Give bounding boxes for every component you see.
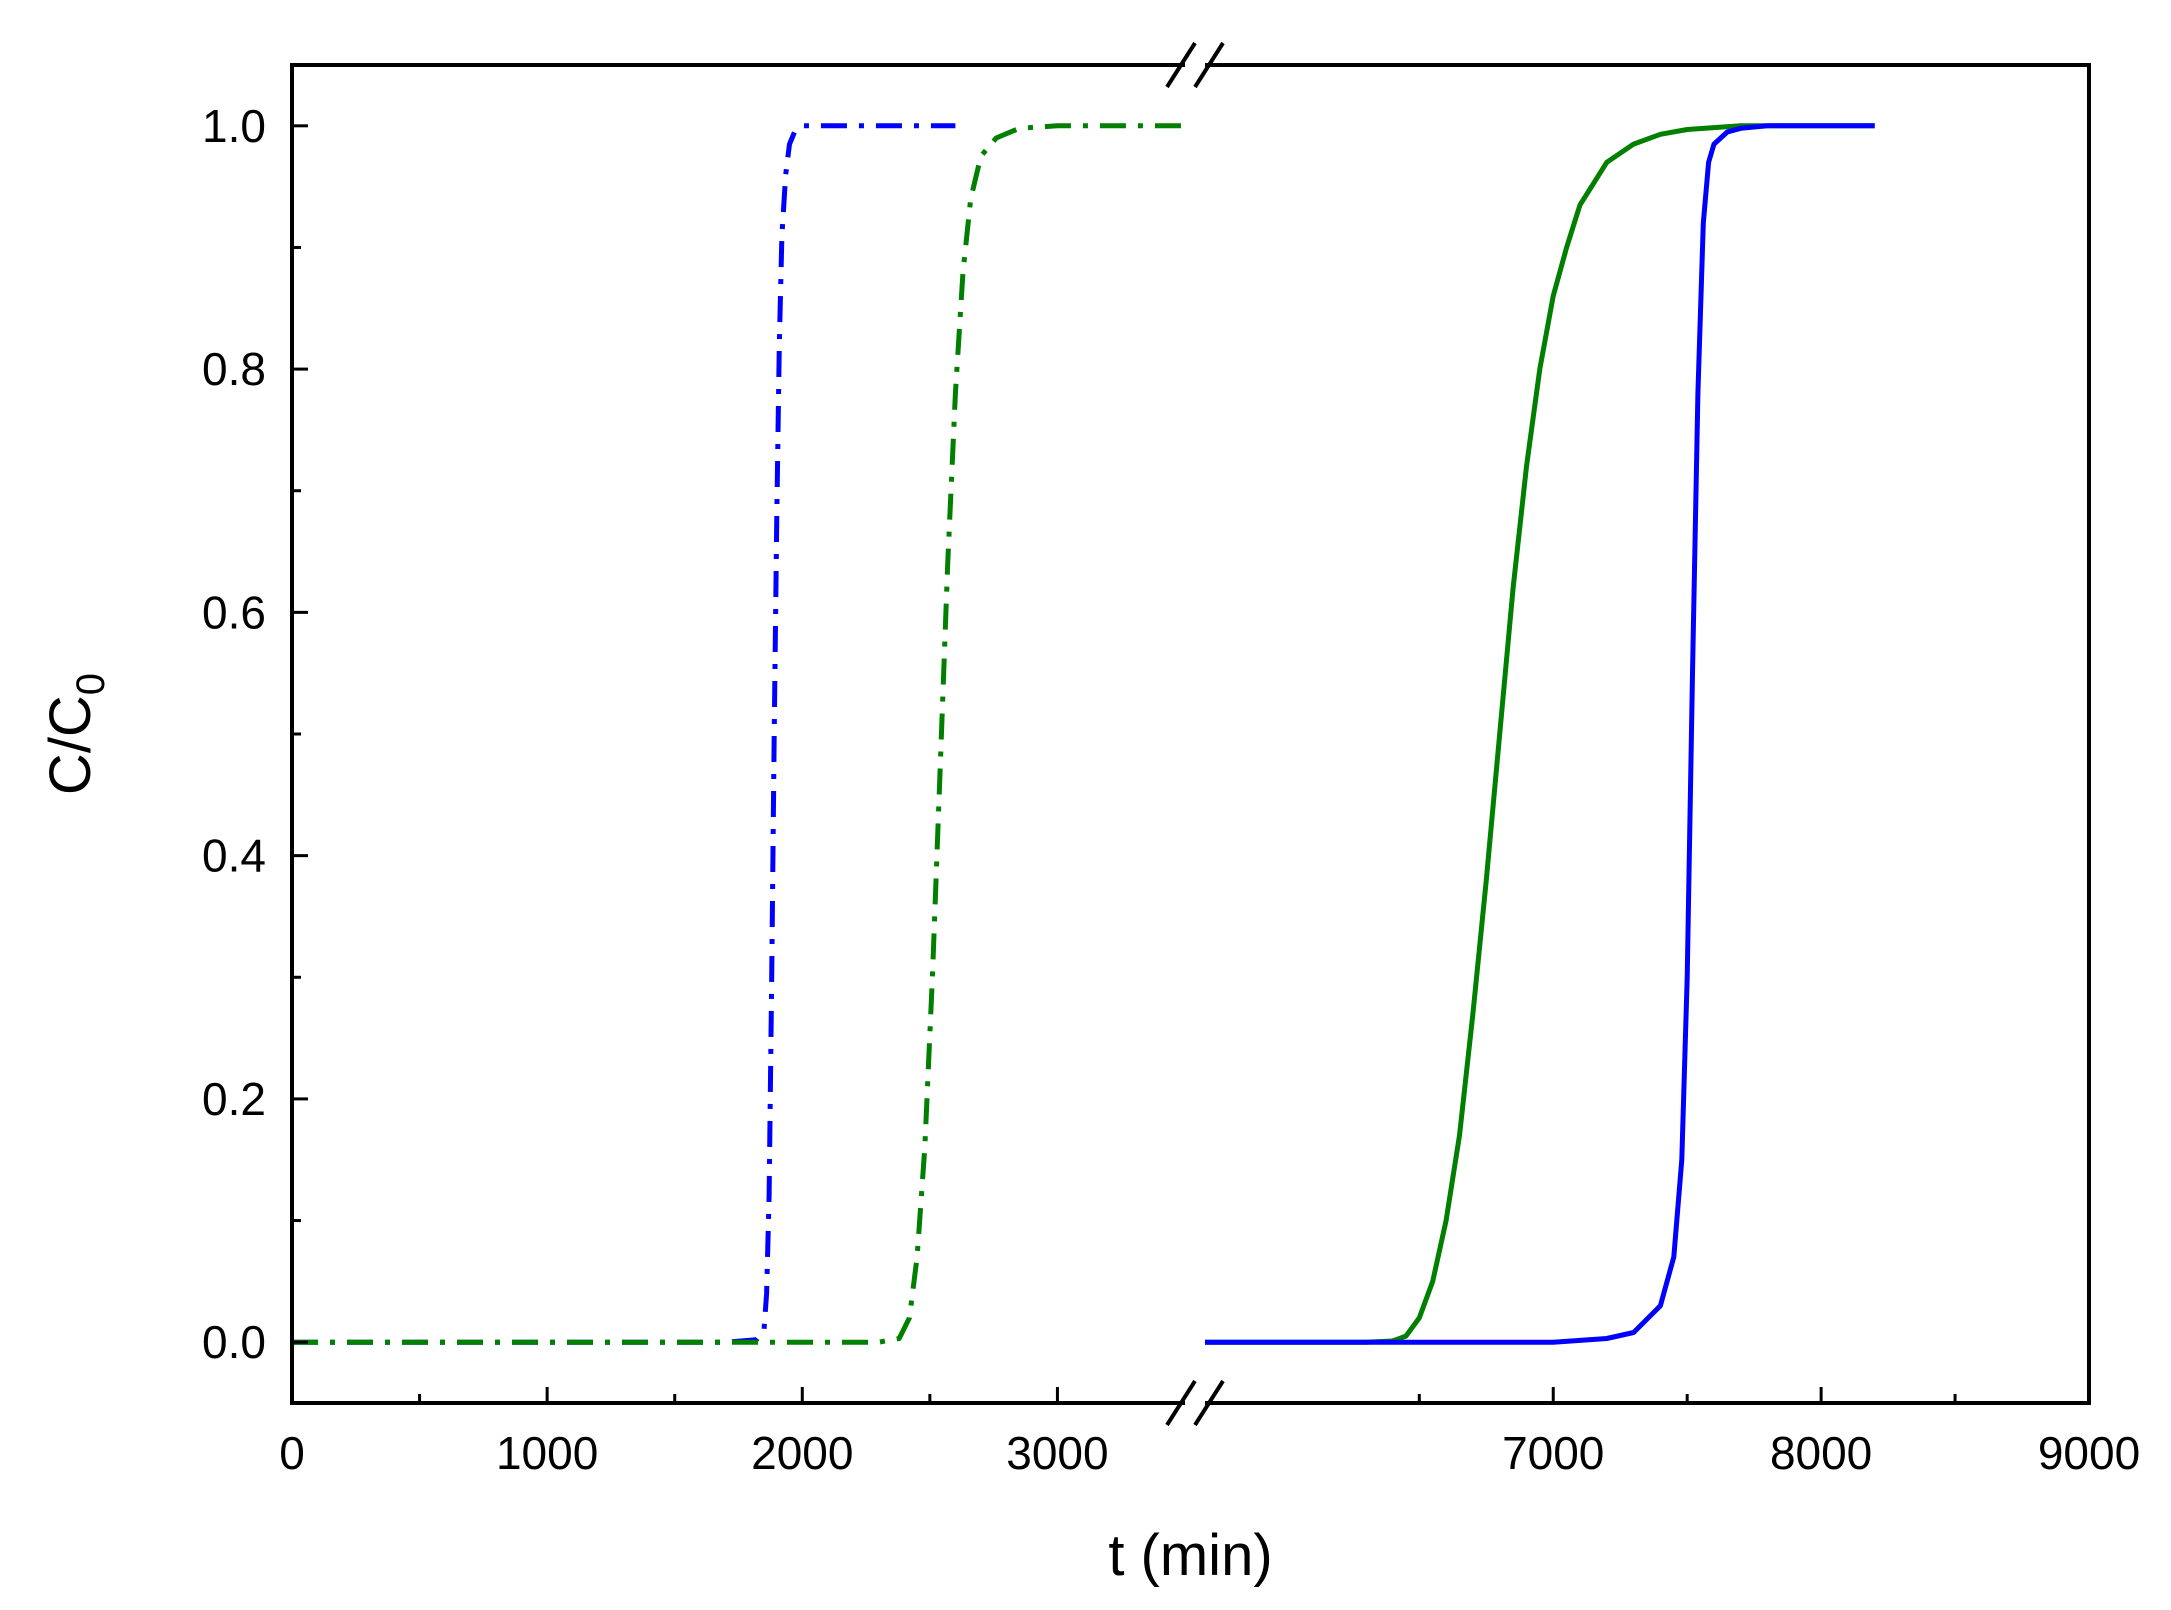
x-tick-label: 2000 xyxy=(751,1427,853,1479)
series-line-4 xyxy=(1205,123,1875,1345)
y-tick-label: 1.0 xyxy=(202,100,266,152)
ticks-layer xyxy=(290,124,2091,1403)
axis-break-mark xyxy=(1165,1379,1197,1427)
axis-break-mark xyxy=(1193,41,1225,89)
series-line-3 xyxy=(1205,123,1875,1345)
x-tick-label: 3000 xyxy=(1006,1427,1108,1479)
y-tick-label: 0.6 xyxy=(202,586,266,638)
x-tick-label: 0 xyxy=(279,1427,305,1479)
x-tick-label: 8000 xyxy=(1770,1427,1872,1479)
y-axis-title-main: C/C xyxy=(38,695,103,795)
y-axis-title: C/C0 xyxy=(38,673,113,795)
y-tick-label: 0.8 xyxy=(202,343,266,395)
axis-break-mark xyxy=(1165,41,1197,89)
axis-break-mark xyxy=(1193,1379,1225,1427)
series-line-2 xyxy=(292,123,1185,1345)
series-layer xyxy=(292,123,1875,1345)
x-axis-title: t (min) xyxy=(1108,1523,1272,1588)
axis-break-layer xyxy=(1165,41,1225,1427)
y-tick-label: 0.2 xyxy=(202,1073,266,1125)
y-axis-title-subscript: 0 xyxy=(69,673,113,695)
y-tick-label: 0.0 xyxy=(202,1316,266,1368)
x-tick-label: 1000 xyxy=(496,1427,598,1479)
x-tick-label: 7000 xyxy=(1502,1427,1604,1479)
x-tick-label: 9000 xyxy=(2038,1427,2140,1479)
labels-layer: 0 1000 2000 3000 7000 8000 9000 0.0 0.2 0.4 0.6 0.8… xyxy=(202,100,2140,1479)
y-tick-label: 0.4 xyxy=(202,830,266,882)
